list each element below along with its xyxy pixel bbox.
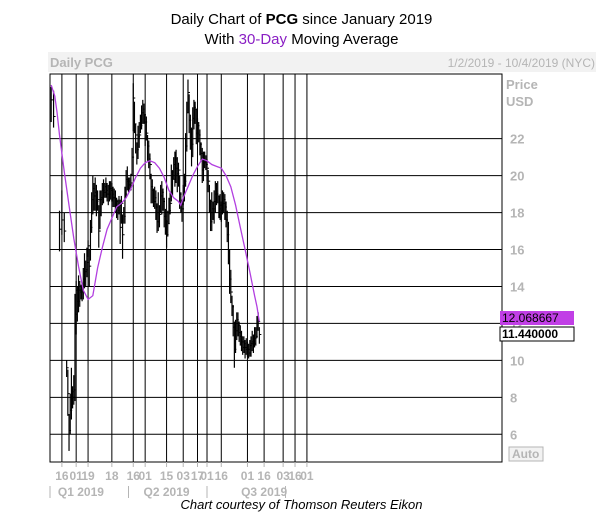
price-axis-title-line1: Price (506, 77, 538, 92)
y-tick-label: 18 (510, 206, 524, 221)
y-axis-ticks: 6810121416182022 (510, 132, 525, 443)
y-tick-label: 8 (510, 390, 517, 405)
price-series (50, 79, 262, 451)
moving-average-line (50, 84, 260, 322)
y-tick-label: 14 (510, 279, 525, 294)
x-tick-label: 16 (127, 469, 141, 483)
auto-scale-button[interactable] (508, 446, 544, 462)
x-tick-label: 03 (276, 469, 290, 483)
chart-title: Daily Chart of PCG since January 2019 Wi… (0, 10, 603, 50)
x-tick-label: 16 (288, 469, 302, 483)
price-value-badge (499, 326, 575, 342)
x-tick-label: 18 (105, 469, 119, 483)
date-range-label: 1/2/2019 - 10/4/2019 (NYC) (448, 56, 595, 70)
x-tick-label: 03 (177, 469, 191, 483)
x-tick-label: 16 (55, 469, 69, 483)
quarter-label: Q1 2019 (58, 485, 104, 499)
x-tick-label: 16 (257, 469, 271, 483)
quarter-label: Q2 2019 (144, 485, 190, 499)
x-tick-label: 15 (160, 469, 174, 483)
title-line-1: Daily Chart of PCG since January 2019 (170, 11, 433, 28)
chart-caption: Chart courtesy of Thomson Reuters Eikon (180, 497, 423, 512)
auto-scale-label: Auto (512, 447, 539, 461)
quarter-label: Q3 2019 (241, 485, 287, 499)
panel-label: Daily PCG (50, 55, 113, 70)
x-tick-label: 01 (241, 469, 255, 483)
y-tick-label: 22 (510, 132, 524, 147)
chart-header-bar (48, 52, 596, 72)
price-value-label: 11.440000 (502, 327, 558, 341)
y-tick-label: 16 (510, 243, 524, 258)
y-tick-label: 20 (510, 169, 524, 184)
x-tick-label: 19 (81, 469, 95, 483)
ma-value-badge (500, 311, 574, 325)
price-axis-title-line2: USD (506, 94, 533, 109)
x-tick-label: 17 (191, 469, 205, 483)
x-tick-label: 01 (200, 469, 214, 483)
x-tick-label: 16 (215, 469, 229, 483)
grid (49, 73, 503, 463)
x-tick-label: 01 (138, 469, 152, 483)
title-line-2: With 30-Day Moving Average (204, 31, 399, 48)
x-tick-label: 01 (300, 469, 314, 483)
ma-value-label: 12.068667 (502, 311, 559, 325)
x-tick-label: 01 (69, 469, 83, 483)
y-tick-label: 6 (510, 427, 517, 442)
y-tick-label: 10 (510, 353, 524, 368)
plot-frame (49, 73, 503, 463)
